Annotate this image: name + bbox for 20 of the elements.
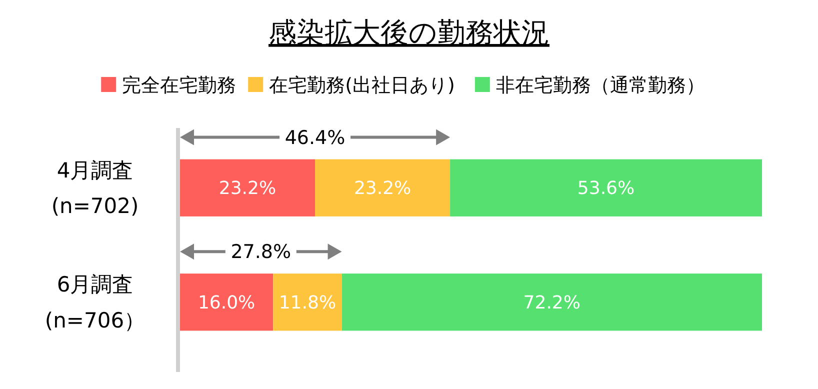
data-label: 53.6%	[577, 178, 635, 200]
data-label: 72.2%	[523, 292, 580, 314]
bar	[180, 159, 316, 216]
y-tick-label: 6月調査 (n=706）	[44, 272, 146, 332]
data-label: 23.2%	[354, 178, 412, 200]
bar	[180, 274, 274, 331]
data-label: 11.8%	[278, 292, 336, 314]
chart-title: 感染拡大後の勤務状況	[268, 16, 550, 49]
annotation: 46.4%	[284, 126, 346, 149]
bar	[315, 159, 450, 216]
bar	[342, 274, 762, 331]
data-label: 16.0%	[198, 292, 256, 314]
y-tick-label: 4月調査 (n=702)	[51, 158, 139, 218]
data-label: 23.2%	[218, 178, 276, 200]
legend-label: 完全在宅勤務	[122, 74, 236, 97]
annotation: 27.8%	[230, 241, 292, 264]
legend-label: 非在宅勤務（通常勤務）	[496, 74, 705, 97]
legend-label: 在宅勤務(出社日あり)	[269, 74, 455, 97]
bar	[450, 159, 762, 216]
bar	[273, 274, 342, 331]
